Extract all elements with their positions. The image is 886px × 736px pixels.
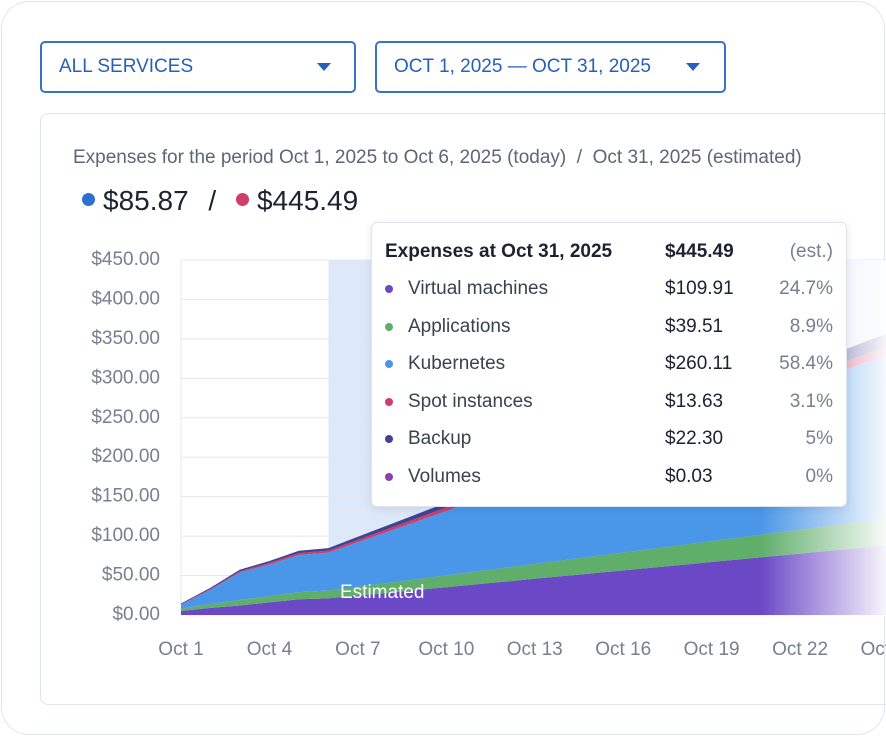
series-share: 24.7%	[779, 278, 833, 299]
series-amount: $0.03	[665, 465, 713, 487]
series-name: Backup	[408, 428, 472, 449]
dropdown-arrow	[317, 63, 331, 71]
tooltip-row: Volumes $0.03 0%	[372, 464, 846, 490]
y-tick-label: $150.00	[91, 486, 160, 507]
dropdown-arrow	[686, 63, 700, 71]
y-tick-label: $0.00	[112, 604, 160, 625]
service-dropdown[interactable]: ALL SERVICES	[40, 41, 356, 93]
y-tick-label: $350.00	[91, 328, 160, 349]
estimated-total: $445.49	[256, 185, 359, 216]
tooltip-title: Expenses at Oct 31, 2025	[385, 241, 613, 262]
actual-dot	[82, 193, 95, 207]
series-name: Kubernetes	[408, 353, 506, 374]
series-name: Spot instances	[408, 390, 533, 412]
tooltip-header: Expenses at Oct 31, 2025 $445.49 (est.)	[372, 239, 846, 265]
area	[181, 545, 886, 615]
x-tick-label: Oct 7	[335, 639, 380, 660]
series-name: Virtual machines	[408, 278, 549, 299]
period-heading: Expenses for the period Oct 1, 2025 to O…	[73, 147, 886, 169]
tooltip-row: Virtual machines $109.91 24.7%	[372, 276, 846, 302]
tooltip: Expenses at Oct 31, 2025 $445.49 (est.) …	[371, 222, 847, 507]
separator: /	[208, 185, 217, 216]
tooltip-row: Backup $22.30 5%	[372, 426, 846, 452]
x-tick-label: Oct 25	[861, 639, 886, 660]
series-amount: $13.63	[665, 390, 724, 412]
chart-panel	[40, 113, 886, 705]
legend-dot	[385, 397, 393, 406]
legend-dot	[385, 285, 393, 293]
heading-estimated: Oct 31, 2025 (estimated)	[592, 147, 802, 168]
x-tick-label: Oct 13	[507, 639, 563, 660]
x-tick-label: Oct 10	[418, 639, 474, 660]
annotation: Estimated	[340, 582, 424, 603]
series-name: Volumes	[408, 465, 481, 487]
dropdown-label: ALL SERVICES	[59, 56, 194, 77]
x-tick-label: Oct 16	[595, 639, 651, 660]
series-amount: $39.51	[665, 315, 724, 337]
series-amount: $109.91	[665, 278, 734, 299]
actual-total: $85.87	[103, 185, 189, 216]
estimated-dot	[235, 193, 249, 207]
series-share: 58.4%	[779, 353, 833, 374]
heading-text: Expenses for the period Oct 1, 2025 to O…	[73, 147, 567, 168]
area	[181, 518, 886, 612]
y-tick-label: $300.00	[91, 367, 160, 388]
series-name: Applications	[408, 315, 511, 337]
y-tick-label: $400.00	[91, 288, 160, 309]
y-tick-label: $100.00	[91, 525, 160, 546]
x-tick-label: Oct 19	[684, 639, 740, 660]
series-amount: $260.11	[665, 353, 733, 374]
x-tick-label: Oct 4	[247, 639, 293, 660]
series-share: 3.1%	[789, 390, 833, 412]
x-tick-label: Oct 22	[772, 639, 828, 660]
tooltip-row: Kubernetes $260.11 58.4%	[372, 351, 846, 377]
separator: /	[576, 147, 583, 168]
series-share: 5%	[805, 428, 833, 449]
tooltip-row: Spot instances $13.63 3.1%	[372, 389, 846, 415]
series-share: 0%	[805, 465, 833, 487]
series-share: 8.9%	[789, 315, 833, 337]
y-tick-label: $200.00	[91, 446, 160, 467]
series-amount: $22.30	[665, 428, 724, 449]
dropdown-label: OCT 1, 2025 — OCT 31, 2025	[394, 56, 651, 77]
y-tick-label: $50.00	[102, 565, 160, 586]
period-dropdown[interactable]: OCT 1, 2025 — OCT 31, 2025	[375, 41, 726, 93]
totals: $85.87 / $445.49	[82, 185, 358, 217]
tooltip-row: Applications $39.51 8.9%	[372, 314, 846, 340]
legend-dot	[385, 322, 393, 331]
y-tick-label: $250.00	[91, 407, 160, 428]
tooltip-total: $445.49	[665, 241, 734, 262]
x-tick-label: Oct 1	[158, 639, 203, 660]
legend-dot	[385, 472, 393, 481]
legend-dot	[385, 435, 393, 443]
y-tick-label: $450.00	[91, 249, 160, 270]
tooltip-note: (est.)	[789, 241, 833, 262]
legend-dot	[385, 360, 393, 368]
